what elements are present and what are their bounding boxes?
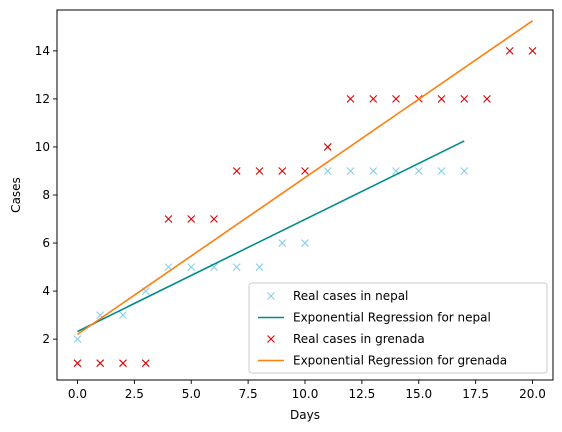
legend-label: Exponential Regression for grenada [293,354,507,368]
series-0-point [460,167,469,175]
series-2-point [96,359,105,368]
series-0-point [187,263,196,271]
series-2-point [460,95,469,103]
legend-label: Exponential Regression for nepal [293,311,491,325]
series-0-point [437,167,446,175]
series-2-point [73,359,82,368]
y-tick-label: 12 [35,92,50,106]
series-0-point [278,239,287,247]
series-2-point [187,215,196,223]
series-2-point [255,167,264,175]
series-0-point [232,263,241,271]
y-tick-label: 10 [35,140,50,154]
plot-frame [56,9,554,381]
series-2-point [278,167,287,175]
series-2-point [210,215,218,223]
series-2-point [369,95,378,103]
series-0-point [346,167,355,175]
series-2-point [164,215,173,223]
series-1-line [77,140,465,333]
series-2-point [505,46,514,55]
x-tick-label: 10.0 [292,387,319,401]
x-tick-label: 7.5 [239,387,258,401]
x-tick-label: 20.0 [519,387,546,401]
series-3-line [77,20,533,336]
series-2-point [392,95,400,103]
series-2-point [119,359,127,368]
legend-label: Real cases in grenada [293,332,425,346]
axis-ticks: 0.0 2.5 5.0 7.5 10.0 12.5 15.0 17.5 20.0 2 4 6 8 10 12… [35,44,546,401]
legend: Real cases in nepal Exponential Regressio… [248,282,548,374]
y-axis-label: Cases [9,177,23,213]
series-2-point [301,167,309,175]
series-2-point [483,95,491,103]
x-tick-label: 15.0 [405,387,432,401]
series-0-point [73,335,82,344]
x-tick-label: 0.0 [68,387,87,401]
series-0-point [414,167,423,175]
legend-label: Real cases in nepal [293,289,408,303]
series-0-point [301,239,309,247]
series-2-point [232,167,241,175]
series-0-point [323,167,332,175]
series-2-point [437,95,446,103]
x-tick-label: 12.5 [349,387,376,401]
y-tick-label: 6 [42,236,50,250]
series-2-point [528,46,537,55]
y-tick-label: 2 [42,332,50,346]
series-0-point [369,167,378,175]
series-2-point [141,359,150,368]
y-tick-label: 14 [35,44,50,58]
series-0-point [119,311,127,320]
y-tick-label: 4 [42,284,50,298]
x-tick-label: 2.5 [125,387,144,401]
x-axis-label: Days [290,408,320,422]
x-tick-label: 5.0 [182,387,201,401]
series-2-point [346,95,355,103]
x-tick-label: 17.5 [462,387,489,401]
legend-marker-swatch [267,335,275,343]
series-2-point [323,143,332,151]
y-tick-label: 8 [42,188,50,202]
plot-marks [73,20,537,368]
series-0-point [255,263,264,271]
legend-box [248,282,548,374]
legend-marker-swatch [267,292,275,300]
